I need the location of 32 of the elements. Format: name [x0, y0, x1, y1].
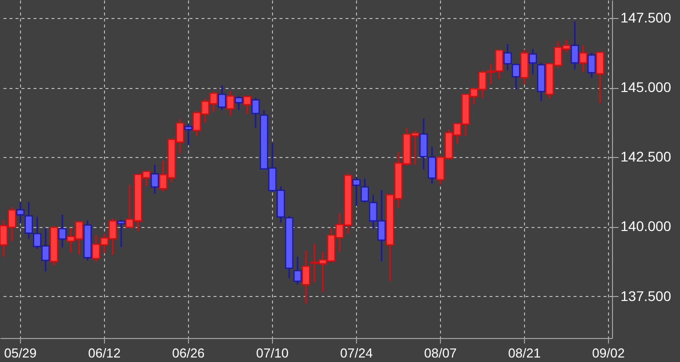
candlestick [117, 219, 126, 248]
y-tick-label: 142.500 [620, 148, 672, 165]
candlestick [360, 178, 369, 204]
x-tick-label: 07/24 [340, 346, 373, 360]
candlestick [218, 84, 226, 111]
candlestick [184, 122, 193, 146]
y-tick-label: 140.000 [620, 218, 672, 234]
y-tick-label: 137.500 [620, 288, 672, 304]
x-tick-label: 05/29 [4, 346, 37, 360]
candlestick [16, 201, 25, 224]
candlestick [302, 250, 310, 304]
candlestick [596, 52, 604, 104]
y-tick-label: 147.500 [620, 10, 672, 26]
candlestick [243, 96, 252, 115]
candlestick [293, 256, 302, 286]
candlestick [150, 164, 159, 194]
candlestick [352, 176, 361, 207]
candlestick [570, 20, 579, 70]
candlestick [587, 52, 596, 79]
x-tick-label: 08/21 [508, 346, 541, 360]
candlestick [58, 214, 67, 248]
x-tick-label: 09/02 [592, 346, 625, 360]
candlestick [234, 95, 243, 111]
candlestick [226, 90, 235, 116]
x-tick-label: 07/10 [256, 346, 289, 360]
candlestick [251, 96, 260, 129]
x-tick-label: 08/07 [424, 346, 457, 360]
x-tick-label: 06/12 [88, 346, 121, 360]
x-tick-label: 06/26 [172, 346, 205, 360]
candlestick [579, 44, 588, 73]
y-tick-label: 145.000 [620, 79, 672, 96]
candlestick [528, 48, 537, 76]
